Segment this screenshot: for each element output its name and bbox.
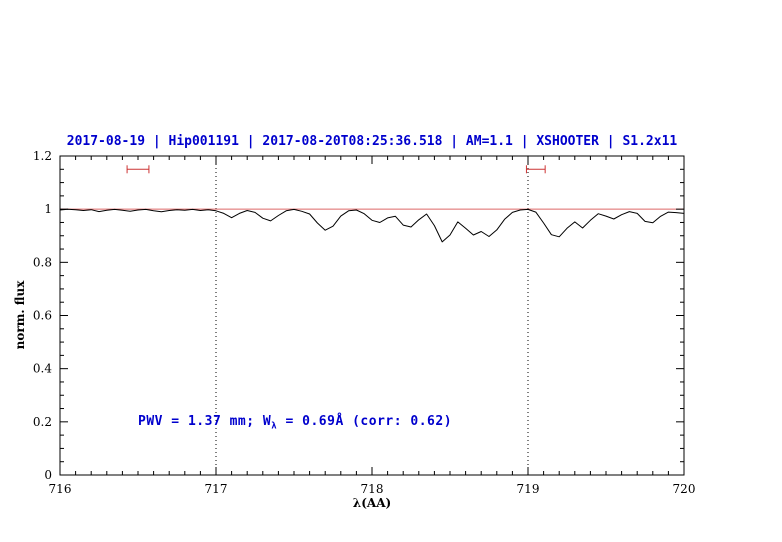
plot-title: 2017-08-19 | Hip001191 | 2017-08-20T08:2… [66,134,678,149]
x-axis-label: λ(AA) [352,496,392,510]
y-tick-label: 0.2 [33,415,52,429]
y-tick-label: 1.2 [33,149,52,163]
x-tick-label: 717 [205,482,228,496]
pwv-annotation: PWV = 1.37 mm; Wλ = 0.69Å (corr: 0.62) [138,414,452,432]
x-tick-label: 716 [49,482,72,496]
spectrum-line [59,208,685,243]
y-tick-label: 0.8 [33,255,52,269]
y-tick-label: 1 [44,202,52,216]
y-tick-label: 0.6 [33,309,52,323]
x-tick-label: 719 [517,482,540,496]
annotation-subscript: λ [271,421,278,432]
x-tick-label: 720 [673,482,696,496]
y-tick-label: 0 [44,468,52,482]
x-tick-label: 718 [361,482,384,496]
annotation-prefix: PWV = 1.37 mm; W [138,414,272,429]
y-axis-label: norm. flux [13,280,27,350]
y-tick-label: 0.4 [33,362,52,376]
annotation-suffix: = 0.69Å (corr: 0.62) [277,414,453,429]
